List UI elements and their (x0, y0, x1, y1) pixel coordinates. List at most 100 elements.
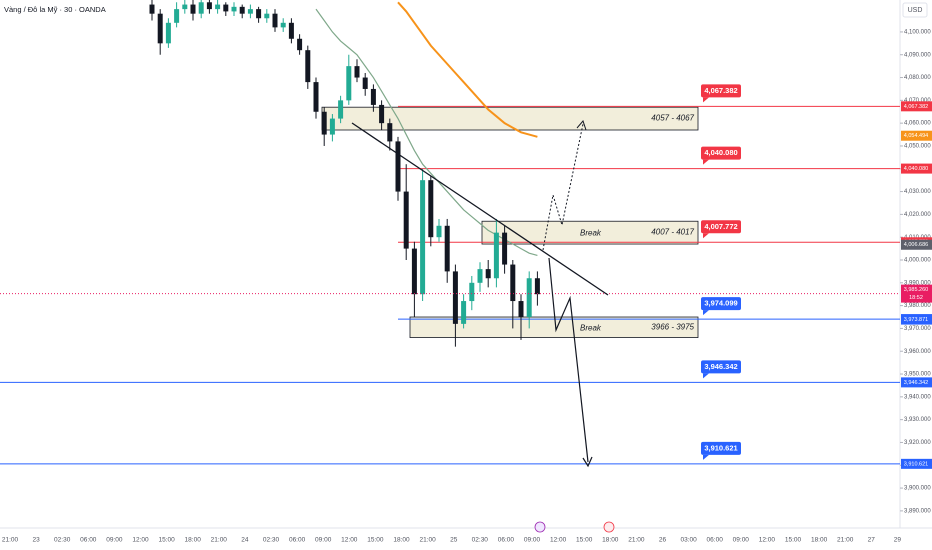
candle-body (420, 180, 426, 295)
zone-label: 4007 - 4017 (651, 228, 694, 237)
candle-body (485, 269, 491, 279)
x-tick-label: 18:00 (393, 537, 410, 544)
x-tick-label: 06:00 (289, 537, 306, 544)
axis-badge (901, 163, 932, 174)
x-tick-label: 03:00 (680, 537, 697, 544)
x-tick-label: 29 (894, 537, 902, 544)
axis-badge (901, 458, 932, 469)
zone-note: Break (580, 323, 602, 332)
candle-body (215, 4, 221, 10)
x-tick-label: 02:30 (54, 537, 71, 544)
x-tick-label: 15:00 (367, 537, 384, 544)
x-tick-label: 12:00 (759, 537, 776, 544)
candle-body (518, 301, 524, 318)
callout-pointer (703, 373, 709, 379)
level-callout (701, 360, 741, 374)
candle-body (198, 2, 204, 14)
y-tick-label: 3,930.000 (904, 417, 931, 423)
candle-body (362, 77, 368, 89)
x-tick-label: 06:00 (80, 537, 97, 544)
candle-body (354, 66, 360, 78)
callout-pointer (703, 310, 709, 316)
moving-average (315, 8, 538, 257)
trend-line (351, 122, 609, 296)
candle-body (379, 104, 385, 124)
zone (409, 316, 699, 338)
candle-body (411, 248, 417, 295)
candle-body (231, 6, 237, 12)
y-tick-label: 3,970.000 (904, 326, 931, 332)
x-tick-label: 06:00 (707, 537, 724, 544)
current-price-time: 18:52 (909, 295, 923, 301)
y-tick-label: 4,060.000 (904, 121, 931, 127)
y-tick-label: 4,030.000 (904, 189, 931, 195)
candle-body (297, 38, 303, 51)
x-tick-label: 02:30 (472, 537, 489, 544)
currency-button[interactable] (902, 2, 928, 18)
axis-badge (901, 130, 932, 141)
candle-body (493, 232, 499, 279)
candle-body (403, 191, 409, 249)
y-tick-label: 3,960.000 (904, 349, 931, 355)
axis-badge-label: 4,040.080 (904, 166, 928, 172)
candle-body (182, 4, 188, 10)
x-tick-label: 06:00 (498, 537, 515, 544)
level-callout-label: 4,007.772 (704, 222, 737, 231)
axis-badge (901, 101, 932, 112)
candle-body (149, 4, 155, 14)
x-tick-label: 09:00 (524, 537, 541, 544)
candle-body (190, 4, 196, 14)
candle-body (477, 269, 483, 283)
axis-badge-label: 4,006.686 (904, 242, 928, 248)
level-callout-label: 3,910.621 (704, 443, 737, 452)
currency[interactable]: USD (908, 7, 923, 14)
x-tick-label: 21:00 (419, 537, 436, 544)
candle-body (452, 271, 458, 324)
y-tick-label: 3,940.000 (904, 394, 931, 400)
candle-body (526, 278, 532, 318)
level-callout-label: 4,067.382 (704, 86, 737, 95)
x-tick-label: 26 (659, 537, 667, 544)
candle-body (247, 9, 253, 14)
y-tick-label: 4,080.000 (904, 75, 931, 81)
candle-body (502, 232, 508, 265)
level-callout (701, 441, 741, 455)
arrow-head (576, 120, 587, 131)
candle-body (329, 118, 335, 135)
symbol-title: Vàng / Đô la Mỹ · 30 · OANDA (4, 5, 106, 14)
x-tick-label: 15:00 (158, 537, 175, 544)
axis-badge (901, 314, 932, 325)
candle-body (338, 100, 344, 119)
candle-body (321, 111, 327, 135)
y-tick-label: 4,050.000 (904, 144, 931, 150)
y-tick-label: 3,950.000 (904, 372, 931, 378)
candle-body (239, 6, 245, 14)
event-icon[interactable] (603, 521, 615, 533)
y-tick-label: 4,000.000 (904, 258, 931, 264)
candle-body (428, 180, 434, 238)
candle-body (174, 9, 180, 23)
axis-badge-label: 3,910.621 (904, 461, 928, 467)
moving-average (397, 1, 538, 138)
y-tick-label: 3,900.000 (904, 486, 931, 492)
x-tick-label: 09:00 (106, 537, 123, 544)
candle-body (510, 264, 516, 302)
axis-badge (901, 239, 932, 250)
y-tick-label: 4,070.000 (904, 98, 931, 104)
axis-badge (901, 284, 932, 303)
level-callout (701, 84, 741, 98)
candle-body (223, 4, 229, 12)
y-tick-label: 4,090.000 (904, 52, 931, 58)
event-icon[interactable] (534, 521, 546, 533)
candle-body (288, 22, 294, 39)
x-tick-label: 18:00 (602, 537, 619, 544)
x-tick-label: 12:00 (550, 537, 567, 544)
x-tick-label: 21:00 (628, 537, 645, 544)
x-tick-label: 15:00 (785, 537, 802, 544)
x-tick-label: 23 (32, 537, 40, 544)
y-tick-label: 4,100.000 (904, 30, 931, 36)
y-tick-label: 3,980.000 (904, 303, 931, 309)
candle-body (206, 2, 212, 10)
candle-body (461, 301, 467, 324)
